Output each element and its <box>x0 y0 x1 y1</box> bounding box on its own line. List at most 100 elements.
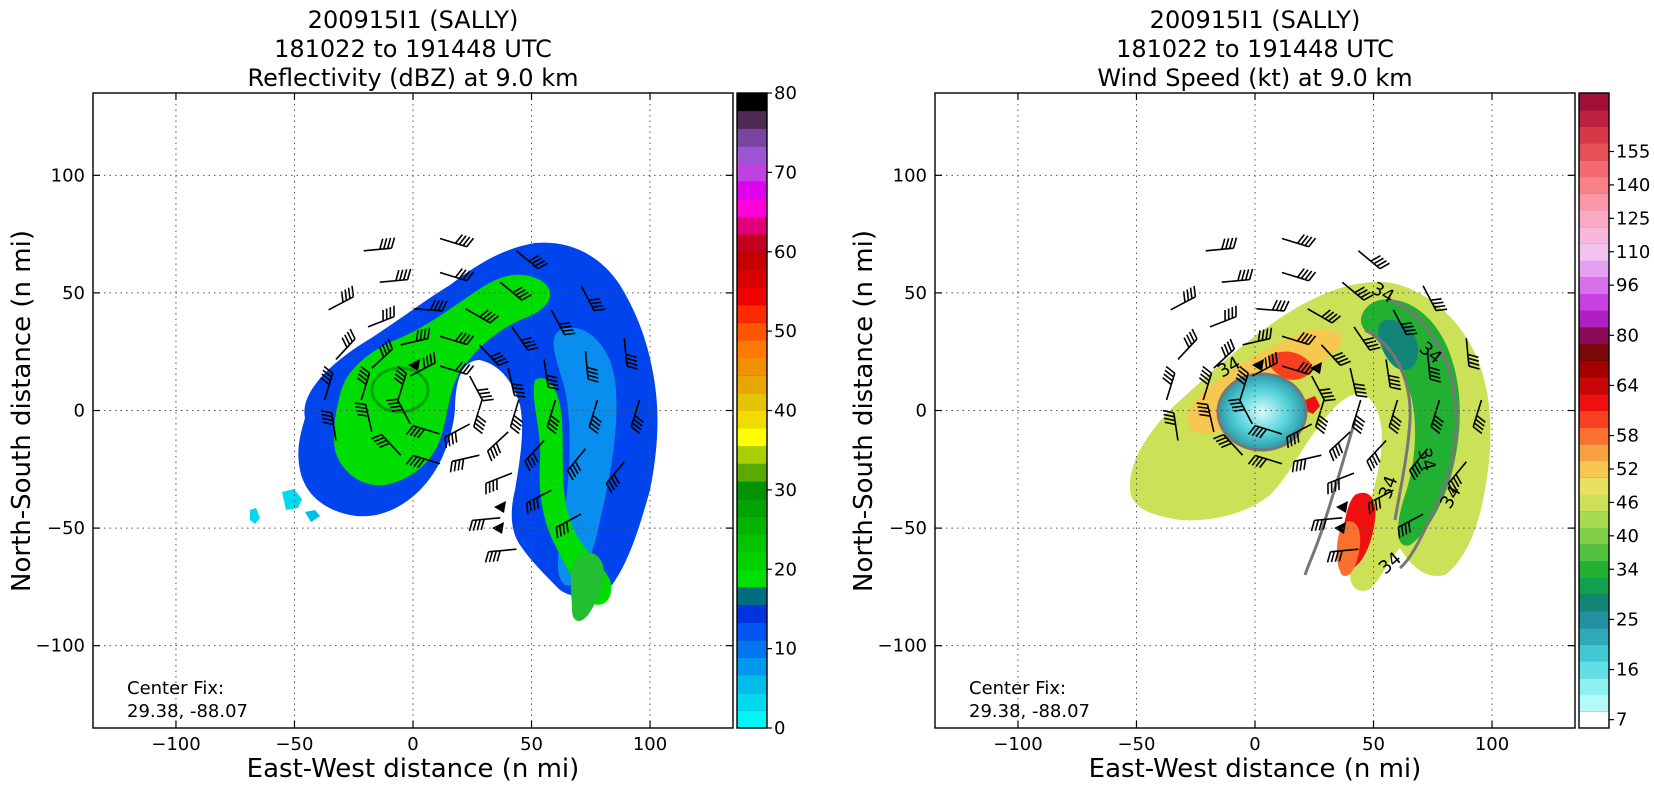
wind-barb-feather <box>1356 395 1367 397</box>
colorbar-segment <box>1579 243 1609 260</box>
x-tick-label: −50 <box>275 734 313 755</box>
colorbar-segment <box>1579 444 1609 461</box>
colorbar-segment <box>1579 511 1609 528</box>
colorbar-segment <box>1579 377 1609 394</box>
colorbar-segment <box>1579 594 1609 611</box>
wind-barb-feather <box>486 552 489 563</box>
y-axis-label: North-South distance (n mi) <box>7 230 37 592</box>
wind-barb-feather <box>458 460 460 471</box>
wind-speed-eye <box>1218 374 1306 450</box>
wind-barb-feather <box>454 461 456 472</box>
y-tick-label: 100 <box>51 165 85 186</box>
reflectivity-cyan-fragment-2 <box>250 508 260 524</box>
wind-barb-feather <box>1304 459 1306 470</box>
colorbar-segment <box>737 675 767 693</box>
colorbar-segment <box>737 552 767 570</box>
colorbar-tick-label: 80 <box>1616 325 1639 346</box>
colorbar-tick-label: 46 <box>1616 492 1639 513</box>
wind-barb-staff <box>1358 251 1380 269</box>
x-tick-label: 0 <box>407 734 418 755</box>
colorbar-tick-label: 110 <box>1616 242 1650 263</box>
colorbar-segment <box>1579 678 1609 695</box>
colorbar-segment <box>737 605 767 623</box>
x-axis-label: East-West distance (n mi) <box>247 754 580 784</box>
wind-barb-feather <box>1194 286 1195 297</box>
panel-title-line-2: 181022 to 191448 UTC <box>1116 35 1394 63</box>
colorbar-segment <box>737 252 767 270</box>
reflectivity-cyan-fragment-1 <box>282 489 302 510</box>
wind-barb-feather <box>1226 238 1229 249</box>
colorbar-segment <box>737 622 767 640</box>
wind-barb-staff <box>329 297 354 310</box>
colorbar-segment <box>1579 193 1609 210</box>
y-tick-label: 50 <box>62 283 85 304</box>
colorbar-tick-label: 70 <box>774 162 797 183</box>
wind-barb-feather <box>1331 551 1334 562</box>
y-tick-label: 0 <box>74 401 85 422</box>
y-tick-label: −100 <box>36 636 85 657</box>
colorbar-segment <box>737 411 767 429</box>
wind-barb-feather <box>493 551 496 562</box>
wind-barb-feather <box>1330 451 1334 461</box>
colorbar-segment <box>737 322 767 340</box>
wind-barb-feather <box>497 551 500 562</box>
colorbar-tick-label: 25 <box>1616 609 1639 630</box>
wind-barb-feather <box>488 451 492 461</box>
wind-barb-feather <box>404 269 407 280</box>
panel-title-line-3: Wind Speed (kt) at 9.0 km <box>1097 64 1412 92</box>
wind-speed-field: 34 34 34 34 34 34 34 <box>1130 235 1491 591</box>
reflectivity-green-tail <box>571 553 604 621</box>
y-tick-label: −100 <box>878 636 927 657</box>
colorbar-segment <box>1579 110 1609 127</box>
colorbar-segment <box>737 710 767 728</box>
wind-barb-feather <box>477 389 488 390</box>
colorbar-segment <box>1579 578 1609 595</box>
colorbar-segment <box>737 199 767 217</box>
wind-barb-feather <box>1230 238 1233 249</box>
wind-barb-feather <box>1187 290 1188 301</box>
wind-barb-staff <box>1206 248 1234 251</box>
wind-barb-flag <box>492 522 504 534</box>
colorbar-segment <box>737 287 767 305</box>
colorbar-tick-label: 60 <box>774 242 797 263</box>
colorbar-segment <box>737 111 767 129</box>
wind-barb-feather <box>1222 239 1225 250</box>
wind-barb-feather <box>1191 288 1192 299</box>
colorbar-segment <box>737 499 767 517</box>
colorbar-segment <box>1579 126 1609 143</box>
center-fix-label: Center Fix: <box>127 678 224 699</box>
wind-barb-feather <box>1224 344 1228 354</box>
wind-barb-feather <box>1230 339 1234 349</box>
wind-barb-feather <box>1238 270 1241 281</box>
colorbar-segment <box>737 375 767 393</box>
colorbar-segment <box>1579 310 1609 327</box>
x-tick-label: 50 <box>520 734 543 755</box>
colorbar-segment <box>1579 93 1609 110</box>
colorbar-segment <box>737 516 767 534</box>
colorbar-segment <box>1579 477 1609 494</box>
reflectivity-cyan-fragment-3 <box>305 510 320 522</box>
wind-barb-feather <box>477 520 480 531</box>
wind-barb-feather <box>1296 461 1298 472</box>
colorbar-tick-label: 155 <box>1616 141 1650 162</box>
y-tick-label: 50 <box>904 283 927 304</box>
wind-barb-feather <box>1227 342 1231 352</box>
colorbar-segment <box>1579 227 1609 244</box>
wind-barb-feather <box>493 446 497 456</box>
colorbar-segment <box>737 340 767 358</box>
colorbar-segment <box>1579 695 1609 712</box>
colorbar-segment <box>737 93 767 111</box>
wind-speed-panel: 200915I1 (SALLY) 181022 to 191448 UTC Wi… <box>849 6 1650 784</box>
x-tick-label: −50 <box>1117 734 1155 755</box>
wind-barb-feather <box>479 392 490 393</box>
y-axis-label: North-South distance (n mi) <box>849 230 879 592</box>
wind-barb-feather <box>469 520 472 531</box>
colorbar-tick-label: 10 <box>774 639 797 660</box>
colorbar-tick-label: 50 <box>774 321 797 342</box>
wind-barb-feather <box>388 238 391 249</box>
x-tick-label: −100 <box>993 734 1042 755</box>
wind-barb-feather <box>345 290 346 301</box>
